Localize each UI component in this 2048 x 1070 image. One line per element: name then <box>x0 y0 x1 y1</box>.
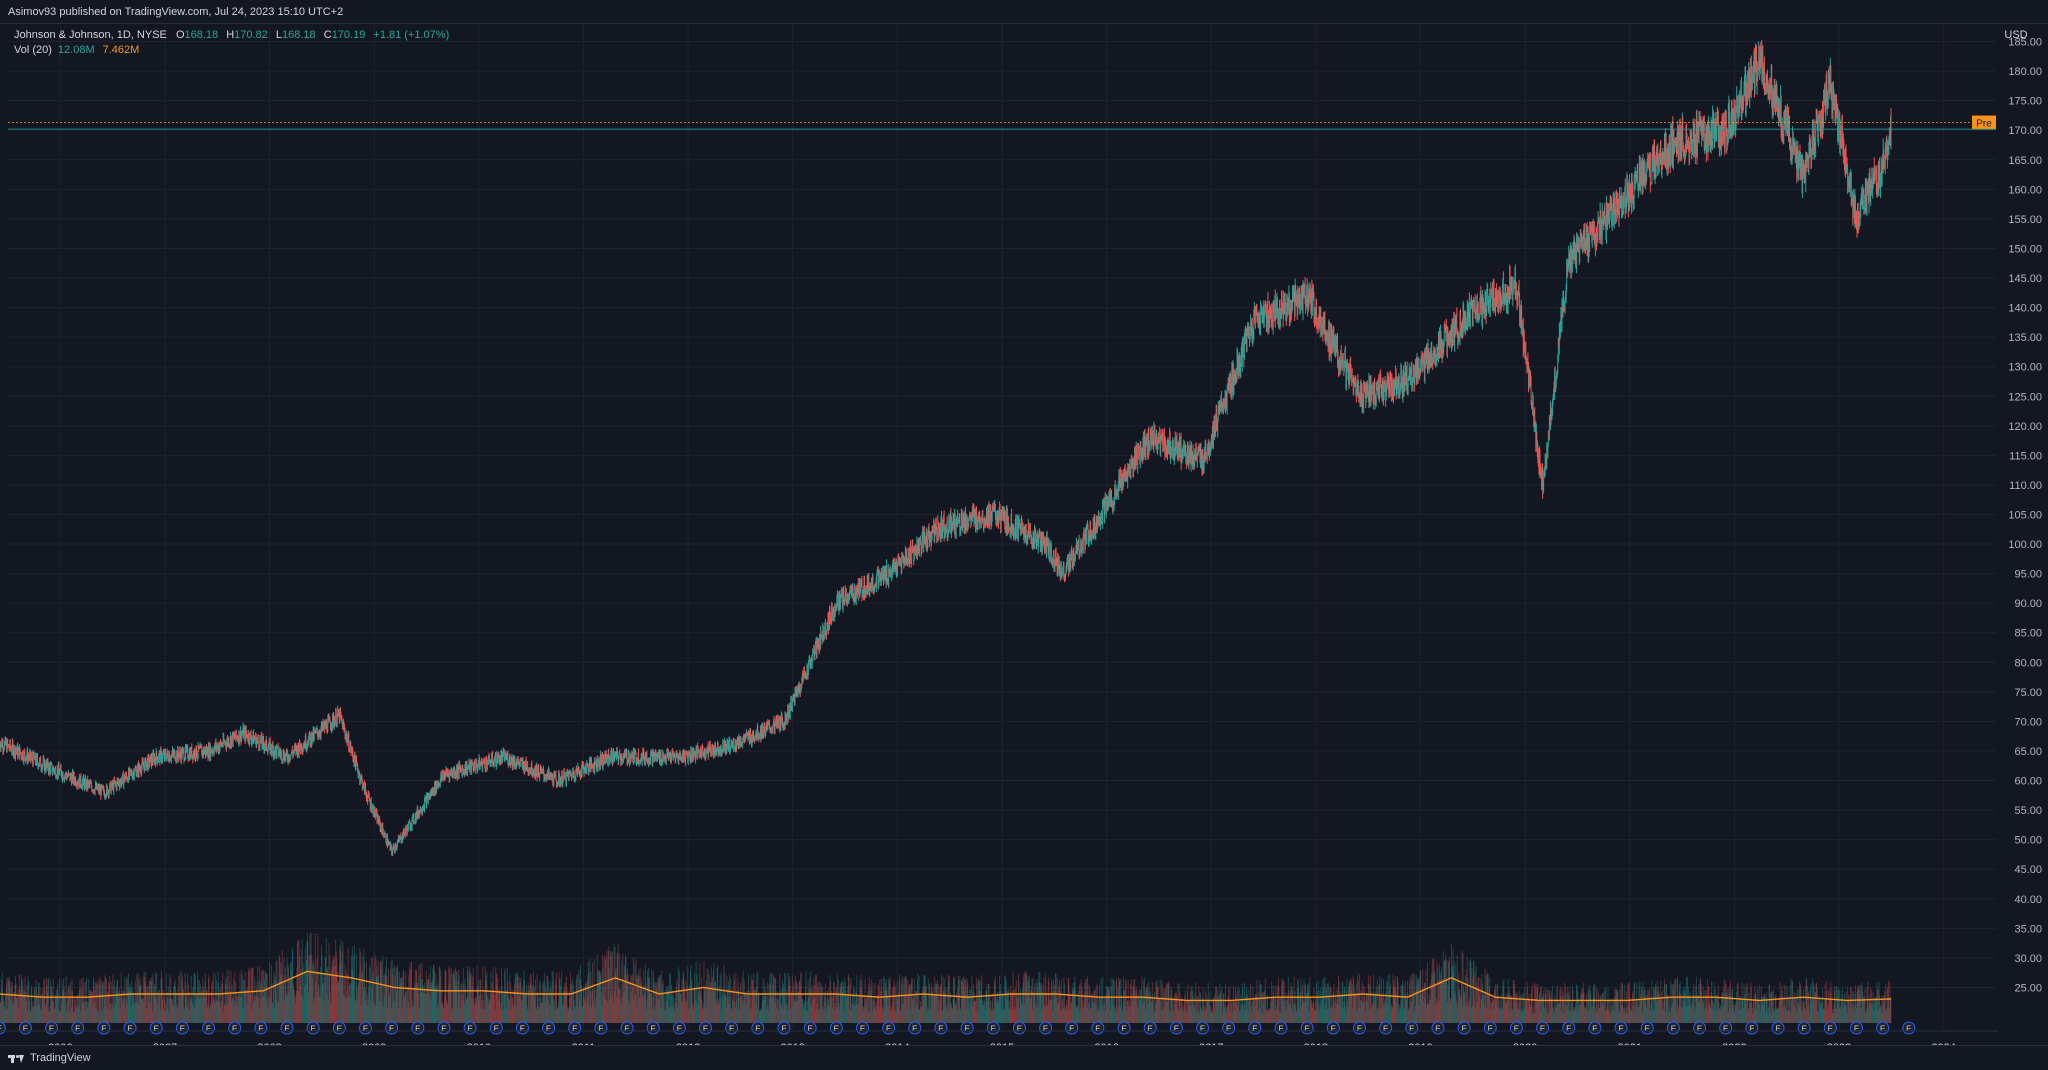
published-line: Asimov93 published on TradingView.com, J… <box>0 0 2048 24</box>
price-chart[interactable]: 171.30Pre170.19 EEEEEEEEEEEEEEEEEEEEEEEE… <box>0 24 2048 1045</box>
